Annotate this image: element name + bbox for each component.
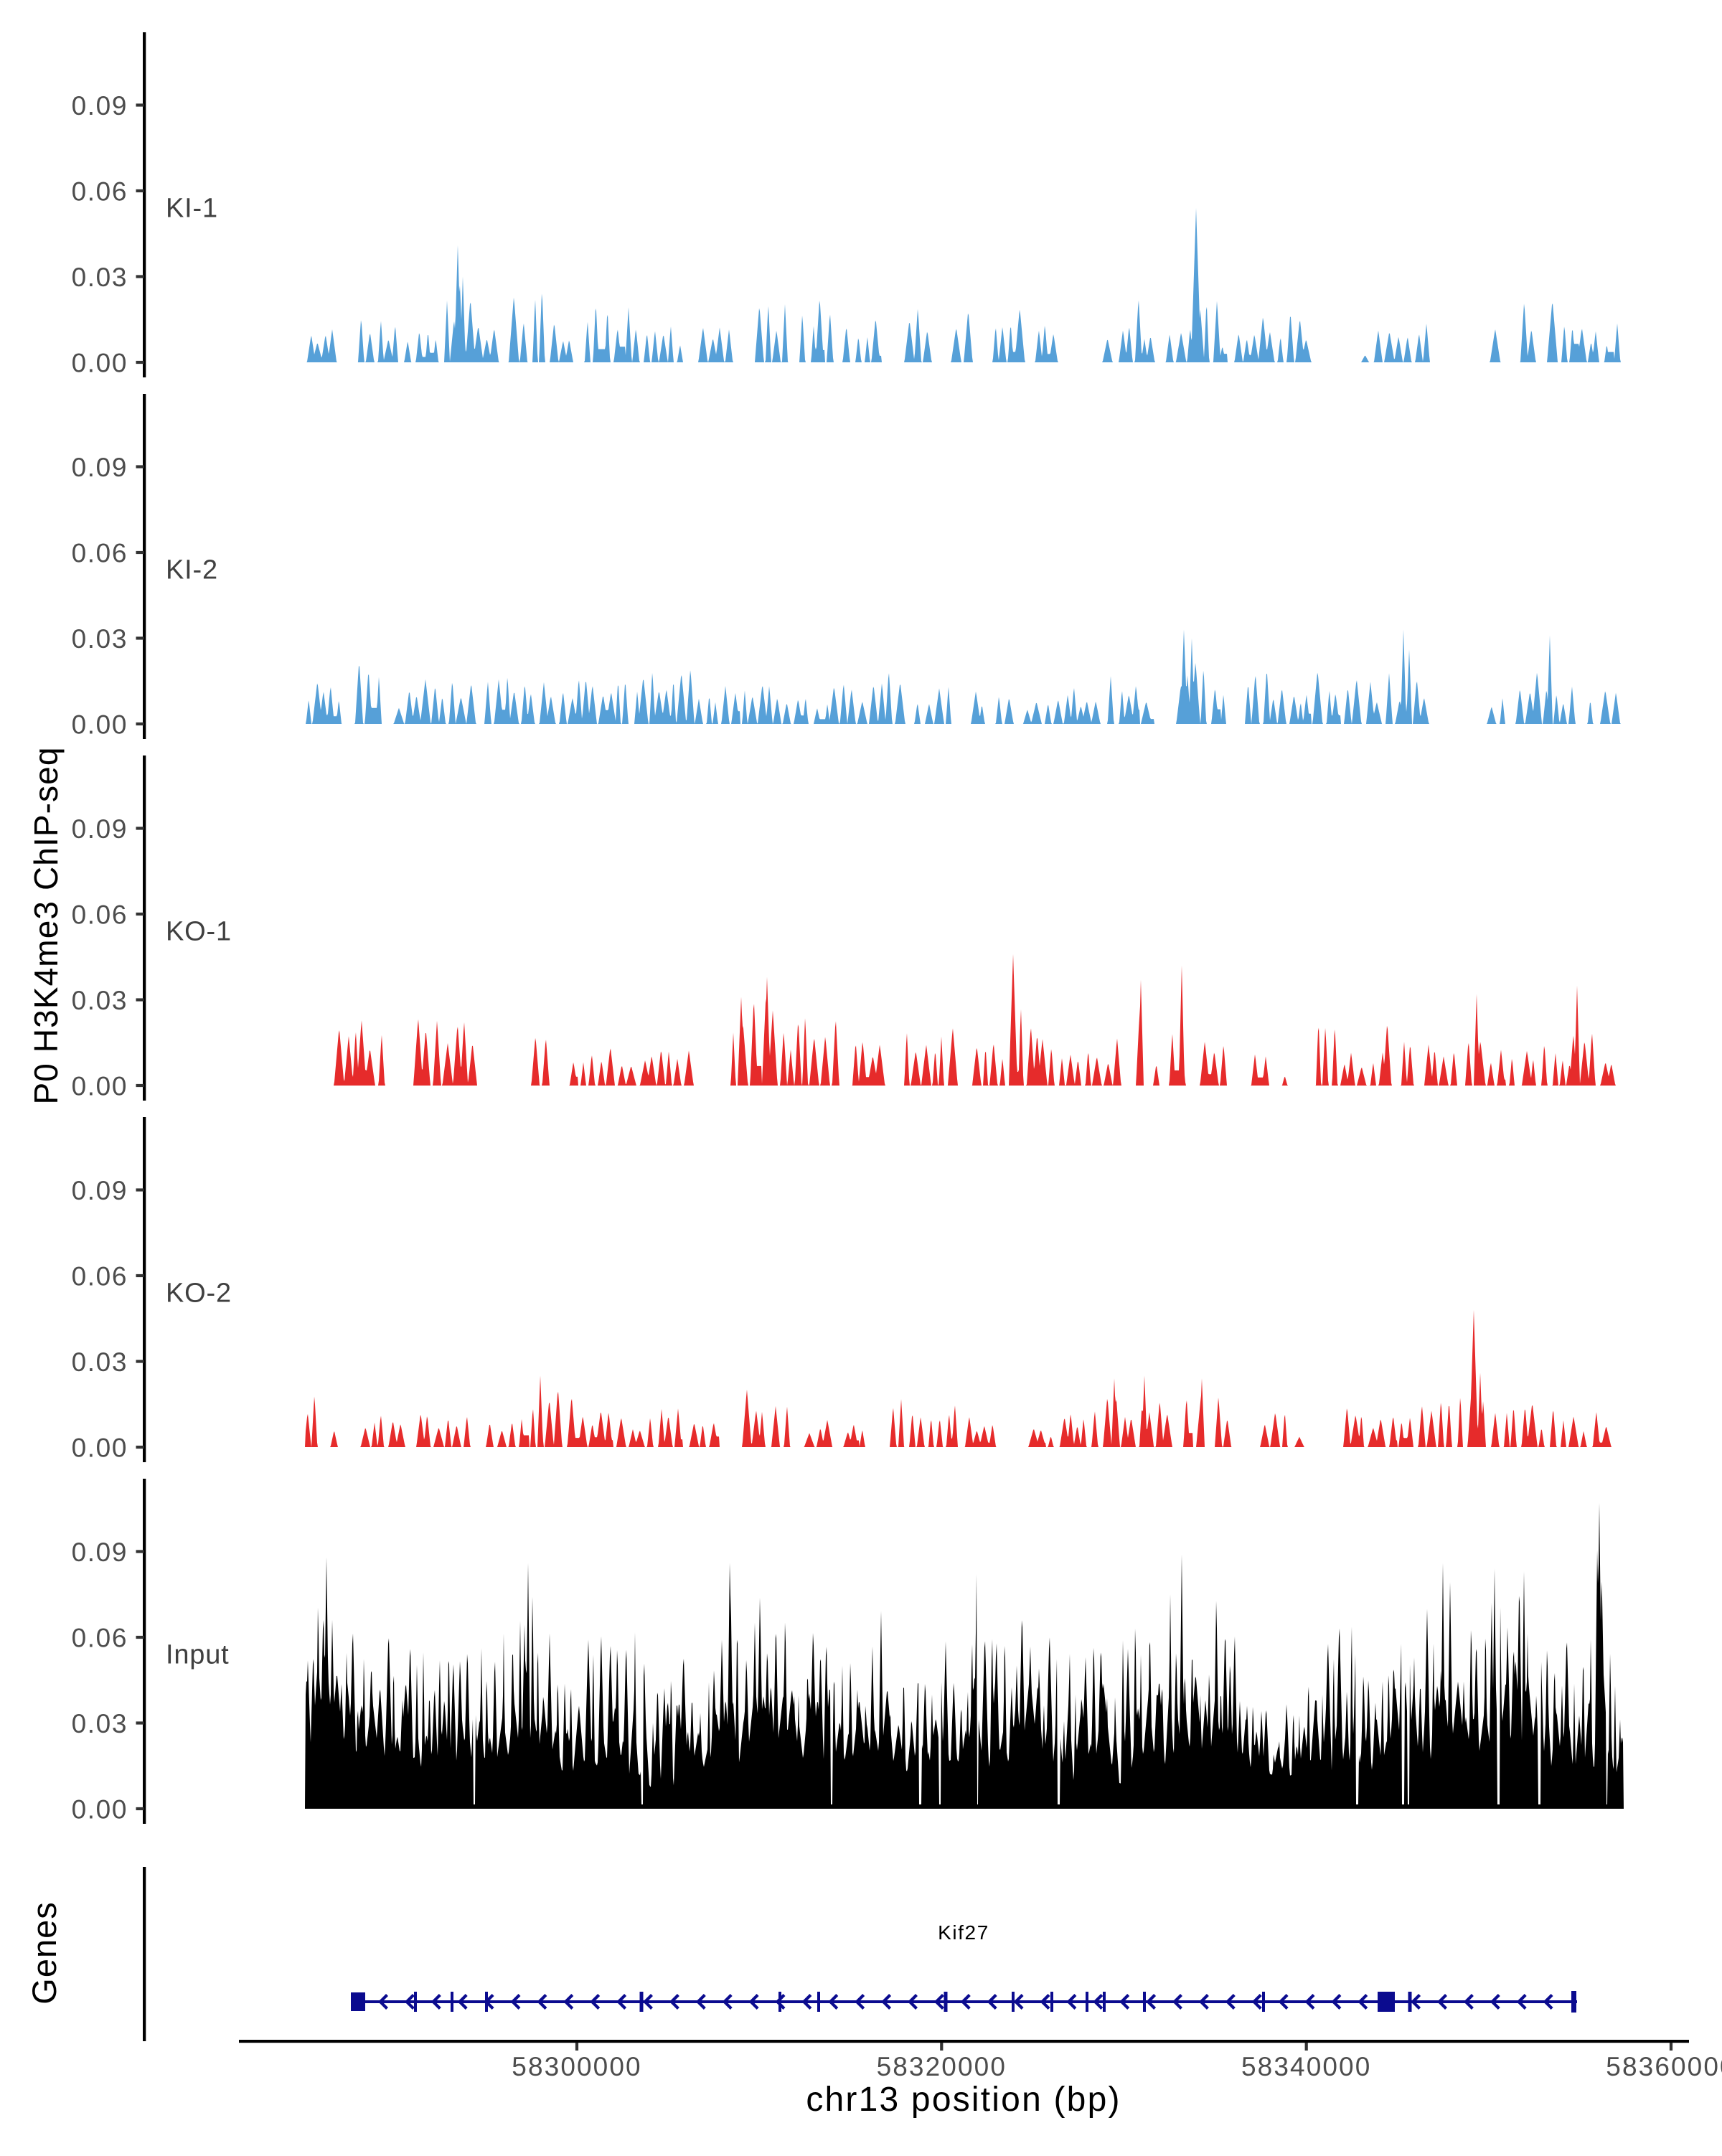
svg-text:0.09: 0.09 bbox=[72, 91, 128, 121]
svg-text:0.03: 0.03 bbox=[72, 986, 128, 1015]
svg-text:KI-2: KI-2 bbox=[166, 555, 218, 585]
svg-text:0.06: 0.06 bbox=[72, 538, 128, 568]
svg-text:KO-2: KO-2 bbox=[166, 1279, 232, 1309]
svg-text:0.03: 0.03 bbox=[72, 1347, 128, 1377]
svg-text:0.06: 0.06 bbox=[72, 176, 128, 206]
svg-text:0.09: 0.09 bbox=[72, 1176, 128, 1205]
svg-text:KI-1: KI-1 bbox=[166, 194, 218, 224]
svg-text:0.00: 0.00 bbox=[72, 1071, 128, 1101]
svg-text:0.03: 0.03 bbox=[72, 263, 128, 292]
svg-text:Kif27: Kif27 bbox=[938, 1921, 989, 1944]
svg-text:0.06: 0.06 bbox=[72, 900, 128, 929]
svg-text:0.06: 0.06 bbox=[72, 1623, 128, 1652]
svg-text:58300000: 58300000 bbox=[512, 2052, 641, 2081]
svg-text:0.09: 0.09 bbox=[72, 453, 128, 482]
svg-text:58360000: 58360000 bbox=[1606, 2052, 1722, 2081]
svg-text:0.06: 0.06 bbox=[72, 1261, 128, 1291]
svg-text:0.03: 0.03 bbox=[72, 1709, 128, 1738]
svg-text:0.00: 0.00 bbox=[72, 1794, 128, 1824]
svg-text:chr13 position (bp): chr13 position (bp) bbox=[806, 2081, 1121, 2119]
svg-text:Genes: Genes bbox=[25, 1901, 63, 2004]
svg-text:0.09: 0.09 bbox=[72, 814, 128, 844]
svg-text:0.03: 0.03 bbox=[72, 624, 128, 654]
svg-text:0.09: 0.09 bbox=[72, 1538, 128, 1567]
svg-text:Input: Input bbox=[166, 1640, 230, 1670]
svg-text:0.00: 0.00 bbox=[72, 710, 128, 739]
svg-text:58340000: 58340000 bbox=[1241, 2052, 1371, 2081]
svg-text:0.00: 0.00 bbox=[72, 348, 128, 377]
svg-text:P0 H3K4me3 ChIP-seq: P0 H3K4me3 ChIP-seq bbox=[27, 746, 65, 1104]
svg-text:58320000: 58320000 bbox=[877, 2052, 1007, 2081]
svg-text:KO-1: KO-1 bbox=[166, 917, 232, 947]
svg-text:0.00: 0.00 bbox=[72, 1433, 128, 1462]
